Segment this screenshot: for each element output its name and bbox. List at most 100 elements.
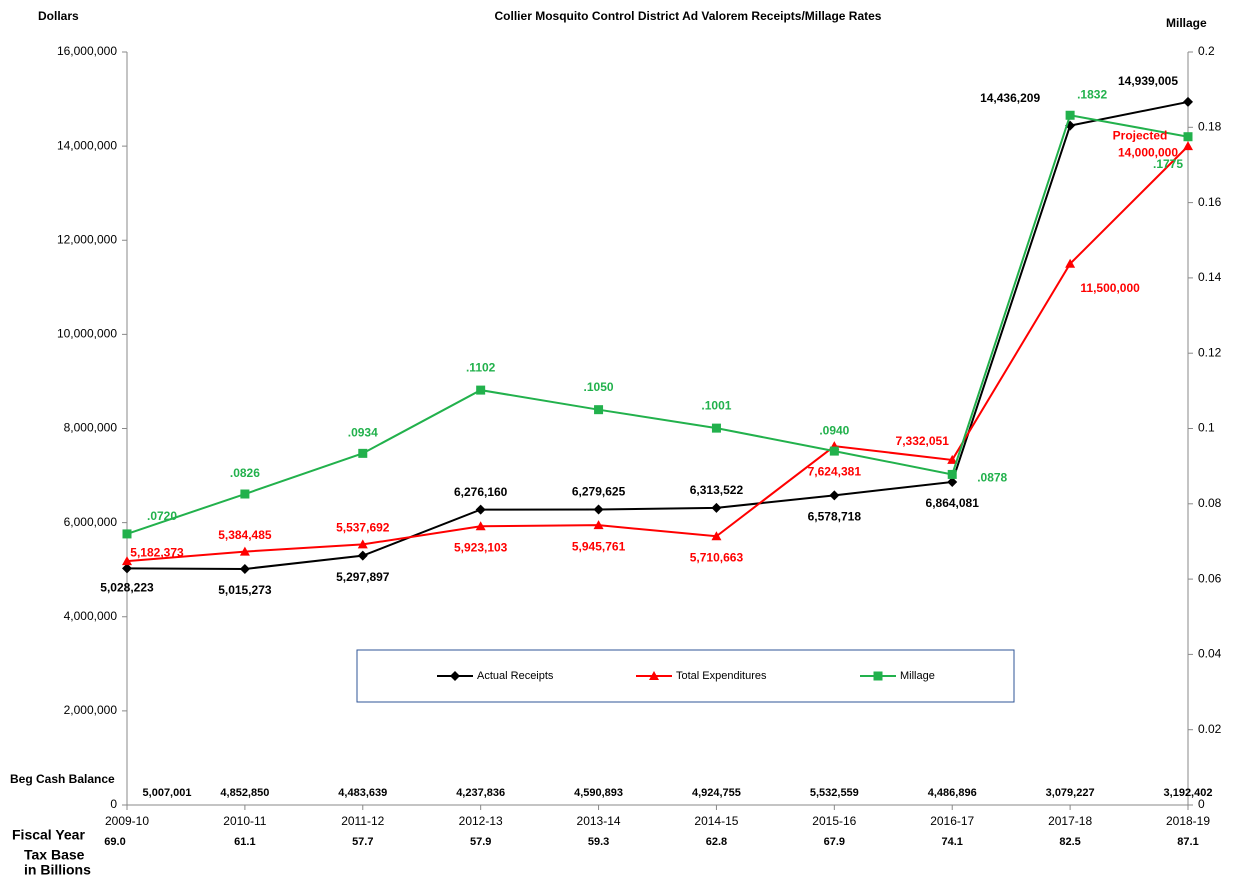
annotation: Projected	[1113, 128, 1168, 142]
marker-triangle	[711, 531, 722, 541]
beg-cash-value: 3,079,227	[1046, 787, 1095, 799]
data-label: 6,279,625	[572, 485, 626, 499]
y-tick-label: 10,000,000	[57, 327, 117, 341]
beg-cash-value: 4,852,850	[220, 787, 269, 799]
beg-cash-title: Beg Cash Balance	[10, 772, 115, 786]
y-tick-label: 4,000,000	[64, 609, 118, 623]
data-label: .1050	[584, 380, 614, 394]
tax-base-value: 69.0	[104, 836, 125, 848]
data-label: 6,276,160	[454, 485, 508, 499]
y-tick-label: 14,000,000	[57, 138, 117, 152]
marker-square	[711, 423, 721, 433]
marker-square	[476, 385, 486, 395]
data-label: 14,000,000	[1118, 145, 1178, 159]
tax-base-value: 57.9	[470, 836, 491, 848]
legend-marker	[649, 671, 659, 680]
y2-tick-label: 0.02	[1198, 722, 1222, 736]
data-label: 14,939,005	[1118, 74, 1178, 88]
data-label: 7,624,381	[808, 464, 862, 478]
beg-cash-value: 3,192,402	[1164, 787, 1213, 799]
x-tick-label: 2012-13	[459, 814, 503, 828]
marker-triangle	[122, 556, 132, 566]
data-label: 5,945,761	[572, 539, 626, 553]
legend-label: Total Expenditures	[676, 670, 767, 682]
y-tick-label: 16,000,000	[57, 44, 117, 58]
y2-axis-title: Millage	[1166, 16, 1207, 30]
y-axis-title: Dollars	[38, 9, 79, 23]
x-tick-label: 2011-12	[341, 814, 384, 828]
data-label: 6,313,522	[690, 483, 744, 497]
marker-square	[947, 469, 957, 479]
marker-diamond	[829, 490, 840, 501]
marker-triangle	[239, 546, 250, 556]
x-tick-label: 2014-15	[694, 814, 738, 828]
legend-marker	[873, 671, 883, 681]
beg-cash-value: 5,532,559	[810, 787, 859, 799]
data-label: 11,500,000	[1080, 281, 1140, 295]
x-tick-label: 2017-18	[1048, 814, 1092, 828]
beg-cash-value: 4,486,896	[928, 787, 977, 799]
y-tick-label: 12,000,000	[57, 232, 117, 246]
data-label: .0826	[230, 466, 260, 480]
data-label: 5,182,373	[130, 545, 184, 559]
x-tick-label: 2016-17	[930, 814, 974, 828]
tax-base-value: 59.3	[588, 836, 609, 848]
y2-tick-label: 0.12	[1198, 345, 1222, 359]
marker-diamond	[947, 476, 958, 487]
y2-tick-label: 0.08	[1198, 496, 1222, 510]
data-label: .0720	[147, 509, 177, 523]
data-label: 14,436,209	[980, 91, 1040, 105]
beg-cash-value: 4,237,836	[456, 787, 505, 799]
marker-square	[1065, 110, 1075, 120]
data-label: 5,015,273	[218, 583, 272, 597]
marker-diamond	[239, 563, 250, 574]
data-label: 6,578,718	[808, 510, 862, 524]
x-tick-label: 2018-19	[1166, 814, 1210, 828]
tax-base-value: 74.1	[942, 836, 963, 848]
data-label: .1775	[1153, 157, 1183, 171]
data-label: 5,297,897	[336, 570, 390, 584]
beg-cash-value: 5,007,001	[143, 787, 192, 799]
tax-base-value: 67.9	[824, 836, 845, 848]
marker-square	[829, 446, 839, 456]
tax-base-value: 82.5	[1059, 836, 1080, 848]
marker-diamond	[357, 550, 368, 561]
marker-diamond	[475, 504, 486, 515]
data-label: 6,864,081	[926, 496, 980, 510]
marker-diamond	[711, 502, 722, 513]
y2-tick-label: 0.16	[1198, 195, 1222, 209]
data-label: .0934	[348, 426, 378, 440]
marker-triangle	[1183, 141, 1193, 151]
marker-diamond	[122, 563, 132, 574]
legend-marker	[450, 671, 460, 681]
marker-diamond	[1183, 96, 1193, 107]
data-label: 5,710,663	[690, 550, 744, 564]
marker-diamond	[593, 504, 604, 515]
y2-tick-label: 0.2	[1198, 44, 1215, 58]
y-tick-label: 6,000,000	[64, 515, 118, 529]
y2-tick-label: 0.14	[1198, 270, 1222, 284]
marker-triangle	[947, 454, 958, 464]
data-label: 5,028,223	[100, 581, 154, 595]
data-label: .0940	[819, 423, 849, 437]
tax-base-value: 61.1	[234, 836, 255, 848]
x-tick-label: 2009-10	[105, 814, 149, 828]
y-tick-label: 2,000,000	[64, 703, 118, 717]
data-label: 5,537,692	[336, 521, 390, 535]
y2-tick-label: 0	[1198, 797, 1205, 811]
marker-triangle	[1065, 258, 1076, 268]
x-axis-title: Fiscal Year	[12, 827, 85, 843]
data-label: .0878	[977, 471, 1007, 485]
legend-label: Actual Receipts	[477, 670, 554, 682]
marker-square	[1183, 132, 1193, 142]
marker-triangle	[475, 521, 486, 531]
beg-cash-value: 4,590,893	[574, 787, 623, 799]
marker-square	[358, 448, 368, 458]
y2-tick-label: 0.04	[1198, 647, 1222, 661]
y2-tick-label: 0.18	[1198, 119, 1222, 133]
x-tick-label: 2013-14	[577, 814, 621, 828]
beg-cash-value: 4,924,755	[692, 787, 741, 799]
y2-tick-label: 0.06	[1198, 571, 1222, 585]
data-label: 7,332,051	[896, 434, 950, 448]
